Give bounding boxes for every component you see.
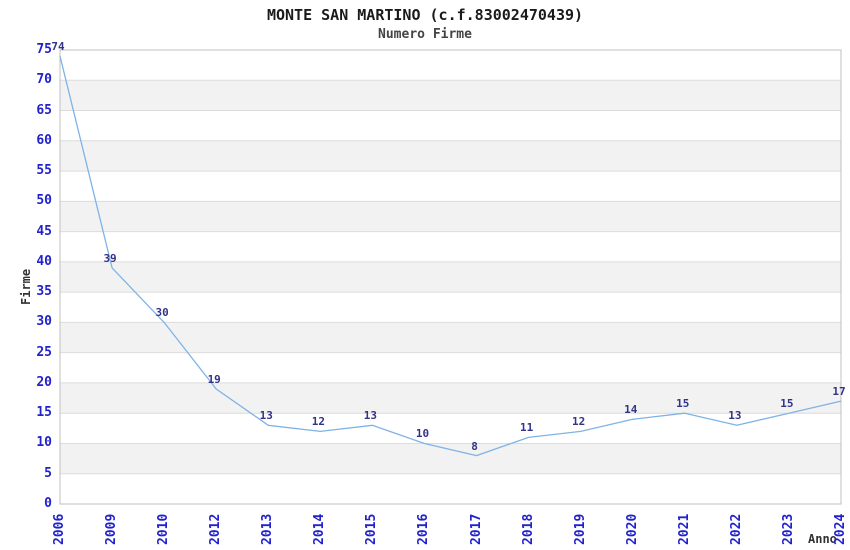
y-tick-label: 35 bbox=[36, 284, 52, 300]
grid-band bbox=[60, 140, 841, 172]
x-tick-label: 2009 bbox=[104, 513, 120, 545]
y-tick-label: 70 bbox=[36, 72, 52, 88]
grid-band bbox=[60, 261, 841, 293]
y-tick-label: 55 bbox=[36, 163, 52, 179]
data-label: 39 bbox=[103, 251, 117, 265]
grid-band bbox=[60, 80, 841, 111]
x-tick-label: 2018 bbox=[520, 513, 536, 545]
y-tick-label: 75 bbox=[36, 42, 52, 57]
data-label: 15 bbox=[676, 397, 690, 411]
grid-band bbox=[60, 443, 841, 474]
data-label: 74 bbox=[51, 40, 65, 54]
y-tick-label: 0 bbox=[44, 496, 52, 511]
grid-band bbox=[60, 322, 841, 353]
x-tick-label: 2014 bbox=[312, 513, 328, 545]
x-tick-label: 2015 bbox=[364, 513, 380, 545]
data-label: 19 bbox=[207, 372, 221, 386]
data-label: 12 bbox=[311, 415, 325, 429]
x-tick-label: 2021 bbox=[676, 513, 692, 545]
y-tick-label: 20 bbox=[36, 374, 52, 390]
data-label: 8 bbox=[471, 439, 478, 453]
x-tick-label: 2012 bbox=[208, 513, 224, 545]
data-label: 11 bbox=[519, 421, 534, 435]
y-tick-label: 50 bbox=[36, 193, 52, 209]
x-tick-label: 2013 bbox=[260, 513, 276, 545]
grid-band bbox=[60, 382, 841, 414]
data-label: 12 bbox=[572, 415, 586, 429]
y-tick-label: 40 bbox=[36, 253, 52, 269]
y-tick-label: 45 bbox=[36, 223, 52, 239]
x-axis-title: Anno bbox=[808, 532, 837, 546]
x-tick-label: 2019 bbox=[572, 513, 588, 545]
data-label: 14 bbox=[624, 403, 638, 417]
grid-band bbox=[60, 201, 841, 232]
x-tick-label: 2022 bbox=[728, 513, 744, 545]
data-label: 30 bbox=[155, 306, 169, 320]
chart-subtitle: Numero Firme bbox=[378, 27, 472, 42]
chart-title: MONTE SAN MARTINO (c.f.83002470439) bbox=[266, 6, 584, 24]
y-tick-label: 10 bbox=[36, 435, 52, 451]
data-label: 13 bbox=[728, 409, 742, 423]
y-tick-label: 5 bbox=[44, 465, 52, 481]
x-tick-label: 2017 bbox=[468, 513, 484, 545]
x-tick-label: 2023 bbox=[780, 513, 796, 545]
plot-border bbox=[59, 49, 842, 505]
x-tick-label: 2016 bbox=[416, 513, 432, 545]
data-label: 15 bbox=[780, 397, 794, 411]
x-tick-label: 2020 bbox=[624, 513, 640, 545]
y-tick-label: 25 bbox=[36, 344, 52, 360]
data-label: 10 bbox=[415, 427, 430, 441]
data-line bbox=[59, 55, 842, 457]
data-label: 17 bbox=[832, 385, 846, 399]
x-tick-label: 2006 bbox=[52, 513, 67, 545]
y-tick-label: 15 bbox=[36, 405, 52, 421]
y-tick-label: 30 bbox=[36, 314, 52, 330]
x-tick-label: 2024 bbox=[833, 513, 848, 545]
data-label: 13 bbox=[363, 409, 378, 423]
y-tick-label: 60 bbox=[36, 132, 52, 148]
data-label: 13 bbox=[259, 409, 273, 423]
y-tick-label: 65 bbox=[36, 102, 52, 118]
x-tick-label: 2010 bbox=[156, 513, 172, 545]
